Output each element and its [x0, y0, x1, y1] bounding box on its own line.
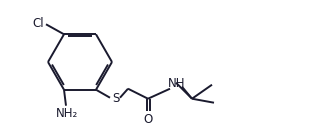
- Text: S: S: [112, 92, 120, 105]
- Text: O: O: [143, 113, 153, 126]
- Text: Cl: Cl: [32, 17, 44, 30]
- Text: NH₂: NH₂: [56, 107, 78, 120]
- Text: NH: NH: [168, 77, 186, 90]
